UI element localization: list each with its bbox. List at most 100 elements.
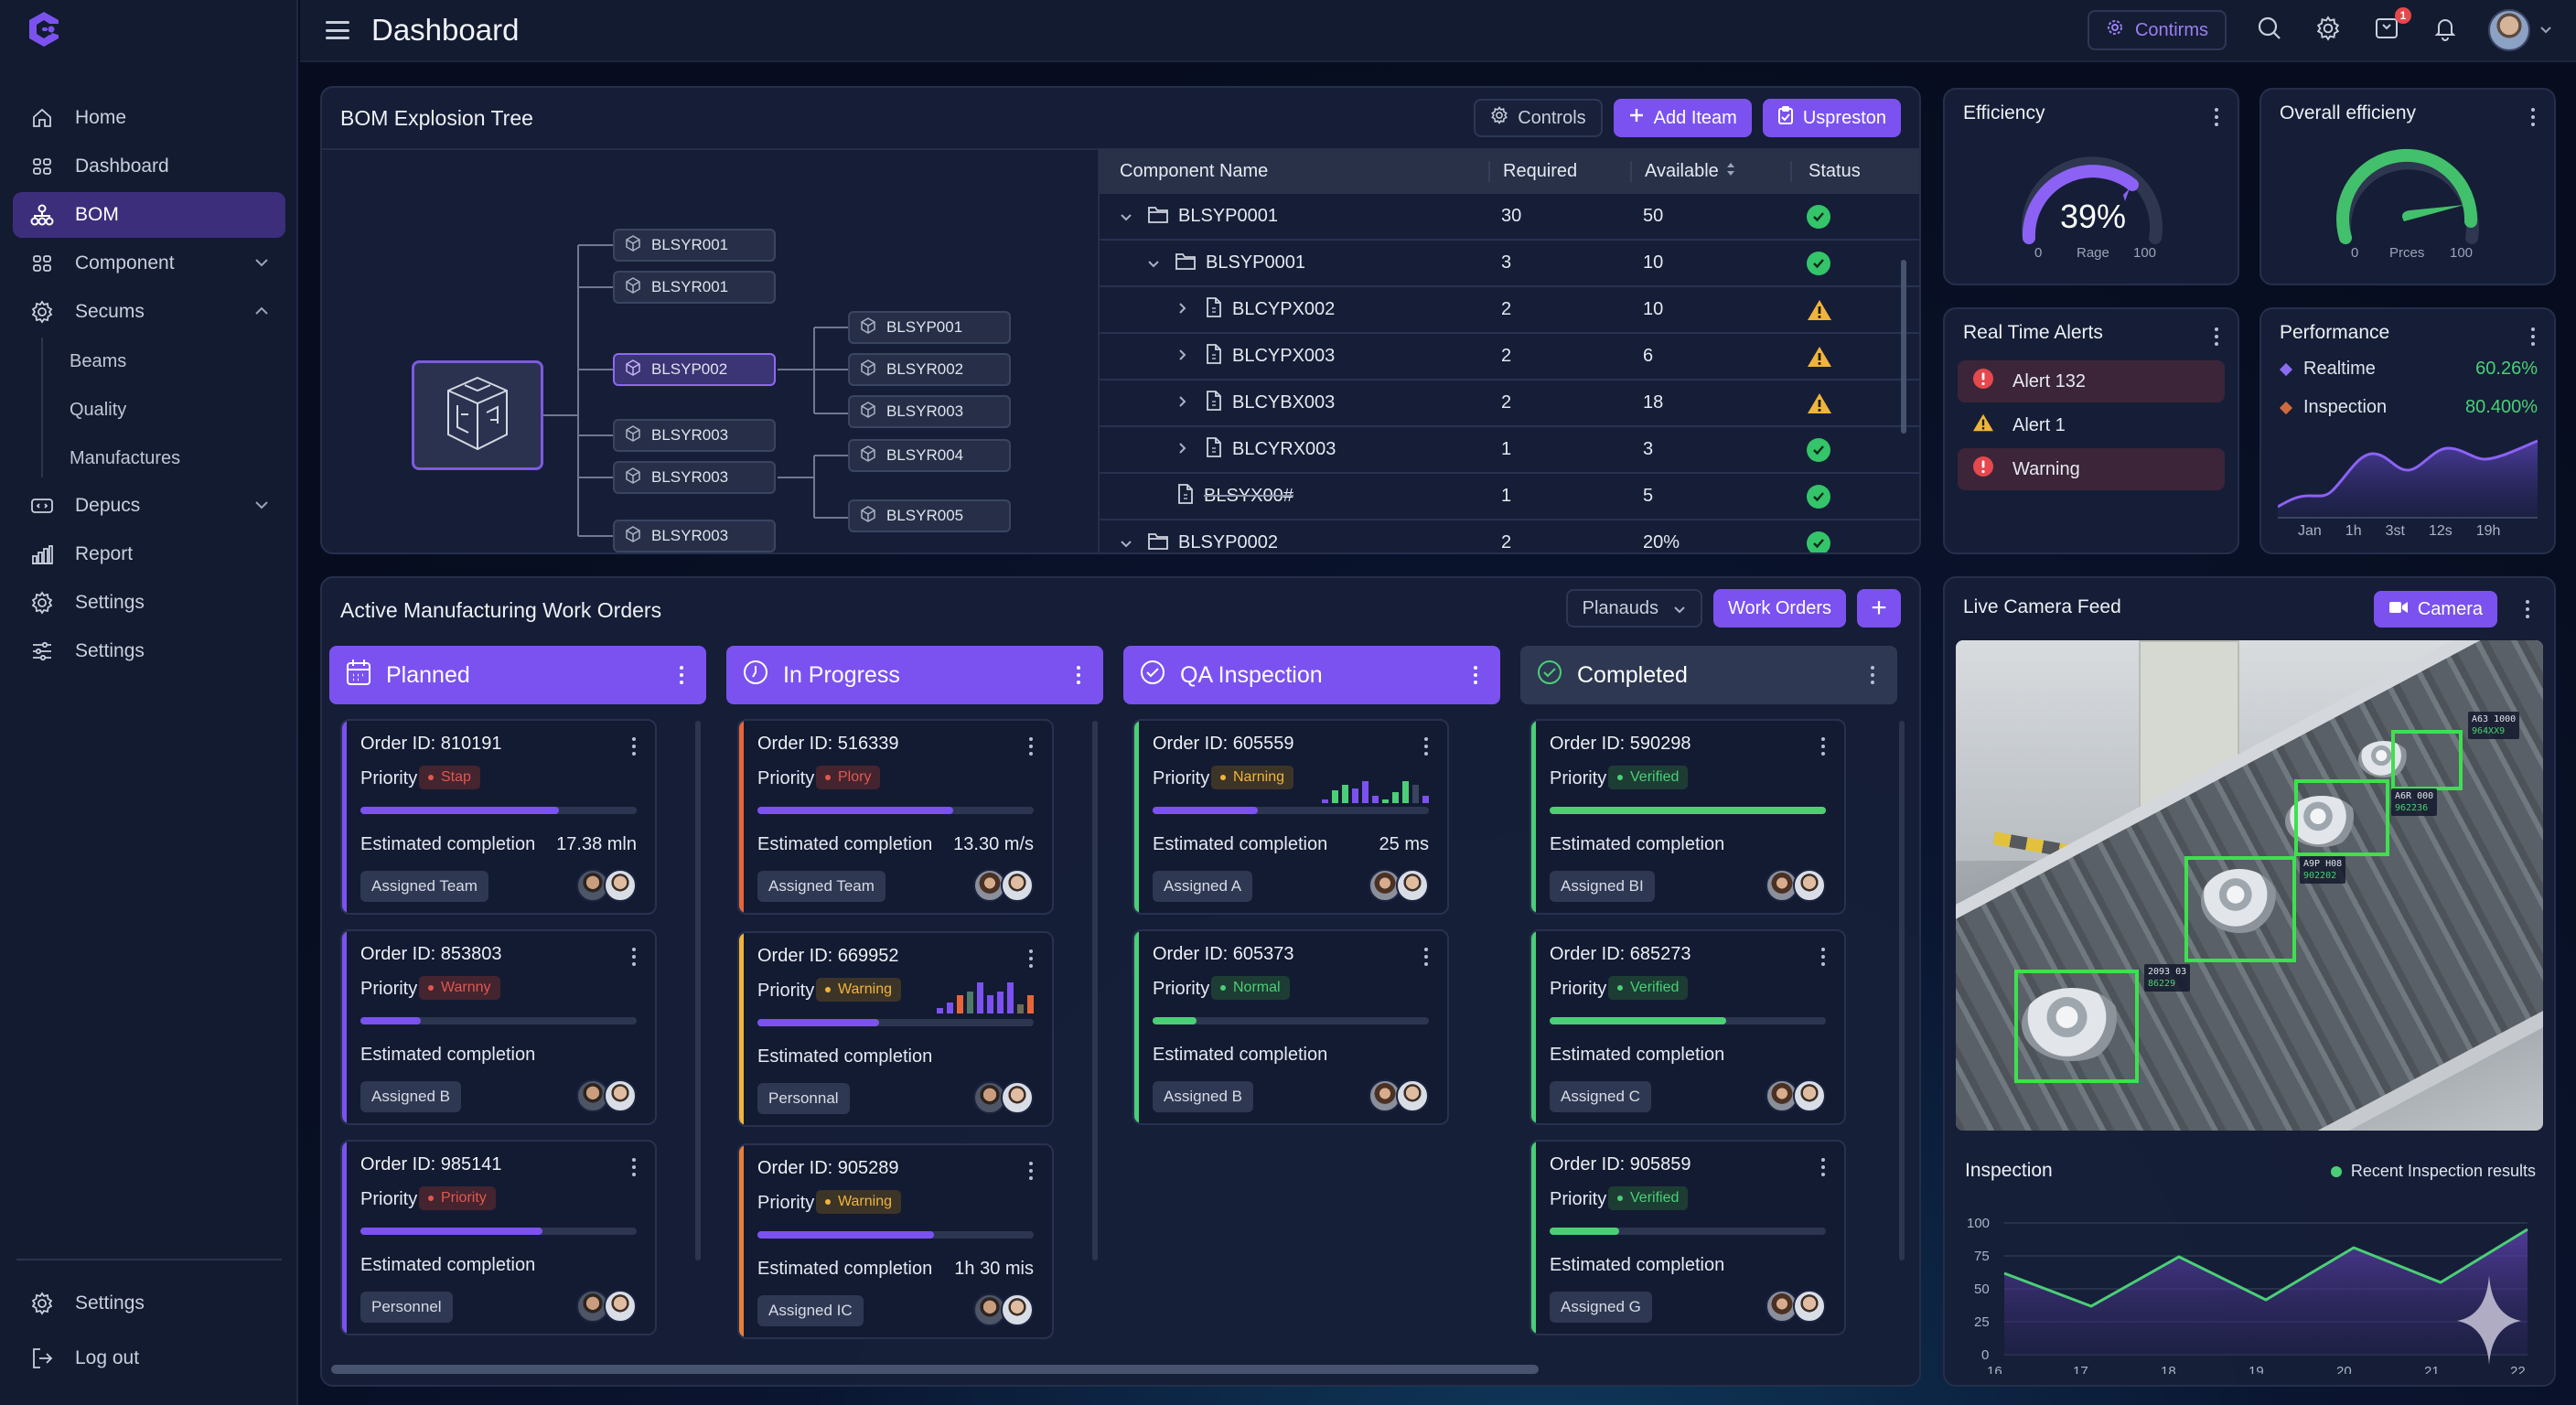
more-icon[interactable] [631,1158,637,1176]
table-row[interactable]: BLCYPX003 2 6 [1100,334,1919,381]
table-row[interactable]: BLCYPX002 2 10 [1100,287,1919,334]
work-order-card[interactable]: Order ID: 905859 Priority Verified Estim… [1530,1140,1846,1335]
chevron-right-icon[interactable] [1178,392,1186,413]
assigned-chip[interactable]: Assigned B [360,1081,461,1112]
assigned-chip[interactable]: Assigned C [1550,1081,1651,1112]
chevron-down-icon[interactable] [1147,252,1160,273]
tree-node[interactable]: BLSYR003 [613,419,776,452]
more-icon[interactable] [1473,666,1478,684]
chevron-right-icon[interactable] [1178,439,1186,460]
alert-item[interactable]: Alert 132 [1958,360,2225,402]
sidebar-item-home[interactable]: Home [13,95,285,141]
more-icon[interactable] [1820,1158,1826,1176]
search-button[interactable] [2254,15,2285,46]
more-icon[interactable] [1076,666,1081,684]
sidebar-subitem-manufactures[interactable]: Manufactures [70,448,181,468]
work-order-card[interactable]: Order ID: 685273 Priority Verified Estim… [1530,929,1846,1125]
detection-box[interactable] [2184,856,2296,962]
chevron-down-icon[interactable] [1120,206,1132,227]
work-order-card[interactable]: Order ID: 810191 Priority Stap Estimated… [340,719,657,915]
more-icon[interactable] [2525,600,2530,618]
work-order-card[interactable]: Order ID: 605373 Priority Normal Estimat… [1132,929,1449,1125]
detection-box[interactable] [2391,730,2463,790]
chevron-down-icon[interactable] [254,255,269,272]
col-required[interactable]: Required [1488,160,1630,182]
more-icon[interactable] [679,666,684,684]
chevron-down-icon[interactable] [254,498,269,514]
more-icon[interactable] [1423,948,1429,966]
camera-button[interactable]: Camera [2373,591,2497,627]
more-icon[interactable] [2214,327,2219,346]
work-order-card[interactable]: Order ID: 985141 Priority Priority Estim… [340,1140,657,1335]
sidebar-settings-button[interactable]: Settings [13,1281,285,1326]
more-icon[interactable] [1028,949,1034,968]
tree-node[interactable]: BLSYR004 [848,439,1011,472]
col-status[interactable]: Status [1790,160,1919,182]
chevron-up-icon[interactable] [254,304,269,320]
sort-icon[interactable] [1726,161,1735,182]
more-icon[interactable] [1820,948,1826,966]
sidebar-item-dashboard[interactable]: Dashboard [13,144,285,189]
table-row[interactable]: BLSYP0001 3 10 [1100,241,1919,287]
column-planned[interactable]: Planned [329,646,706,704]
column-scrollbar[interactable] [1092,721,1098,1260]
bom-root-node[interactable] [412,360,543,470]
assigned-chip[interactable]: Assigned Team [360,871,488,902]
table-row[interactable]: BLCYBX003 2 18 [1100,381,1919,427]
tree-node[interactable]: BLSYR005 [848,499,1011,532]
assigned-chip[interactable]: Personnal [757,1083,850,1114]
more-icon[interactable] [2530,327,2536,346]
work-order-card[interactable]: Order ID: 905289 Priority Warning Estima… [737,1143,1054,1339]
column-completed[interactable]: Completed [1520,646,1897,704]
assigned-chip[interactable]: Assigned G [1550,1292,1652,1323]
assigned-chip[interactable]: Assigned Team [757,871,886,902]
table-row[interactable]: BLCYRX003 1 3 [1100,427,1919,474]
more-icon[interactable] [1028,1162,1034,1180]
sidebar-subitem-quality[interactable]: Quality [70,400,127,420]
work-order-card[interactable]: Order ID: 605559 Priority Narning Estima… [1132,719,1449,915]
column-in-progress[interactable]: In Progress [726,646,1103,704]
table-row[interactable]: BLSYP0001 30 50 [1100,194,1919,241]
logout-button[interactable]: Log out [13,1335,285,1381]
table-scrollbar[interactable] [1901,260,1906,434]
work-orders-button[interactable]: Work Orders [1713,589,1846,627]
more-icon[interactable] [1028,737,1034,756]
inbox-button[interactable]: 1 [2371,7,2411,46]
alert-item[interactable]: Warning [1958,448,2225,490]
more-icon[interactable] [1870,666,1875,684]
settings-button[interactable] [2313,15,2344,46]
more-icon[interactable] [1423,737,1429,756]
work-order-card[interactable]: Order ID: 669952 Priority Warning Estima… [737,931,1054,1127]
col-available[interactable]: Available [1630,160,1790,182]
add-work-order-button[interactable]: + [1857,589,1901,627]
sidebar-item-settings[interactable]: Settings [13,580,285,626]
user-menu[interactable] [2488,9,2552,51]
tree-node[interactable]: BLSYR003 [848,395,1011,428]
tree-node[interactable]: BLSYR003 [613,461,776,494]
more-icon[interactable] [2530,108,2536,126]
chevron-down-icon[interactable] [1120,532,1132,552]
more-icon[interactable] [631,948,637,966]
chevron-right-icon[interactable] [1178,299,1186,320]
column-scrollbar[interactable] [695,721,701,1260]
sidebar-item-component[interactable]: Component [13,241,285,286]
menu-icon[interactable] [326,21,349,39]
assigned-chip[interactable]: Personnel [360,1292,453,1323]
assigned-chip[interactable]: Assigned B [1153,1081,1253,1112]
column-scrollbar[interactable] [1899,721,1905,1260]
confirms-button[interactable]: Contirms [2087,10,2227,50]
tree-node[interactable]: BLSYR001 [613,229,776,262]
work-order-card[interactable]: Order ID: 853803 Priority Warnny Estimat… [340,929,657,1125]
more-icon[interactable] [2214,108,2219,126]
tree-node[interactable]: BLSYR002 [848,353,1011,386]
tree-node[interactable]: BLSYR003 [613,520,776,552]
notifications-button[interactable] [2430,15,2461,46]
horizontal-scrollbar[interactable] [331,1365,1539,1374]
assigned-chip[interactable]: Assigned BI [1550,871,1655,902]
assigned-chip[interactable]: Assigned A [1153,871,1253,902]
camera-feed[interactable]: A63 1000 964XX9 A6R 000 962236 A9P H08 9022… [1956,640,2543,1131]
alert-item[interactable]: Alert 1 [1958,404,2225,446]
tree-node[interactable]: BLSYP001 [848,311,1011,344]
upsert-button[interactable]: Uspreston [1762,99,1901,137]
table-row[interactable]: BLSYP0002 2 20% [1100,520,1919,552]
